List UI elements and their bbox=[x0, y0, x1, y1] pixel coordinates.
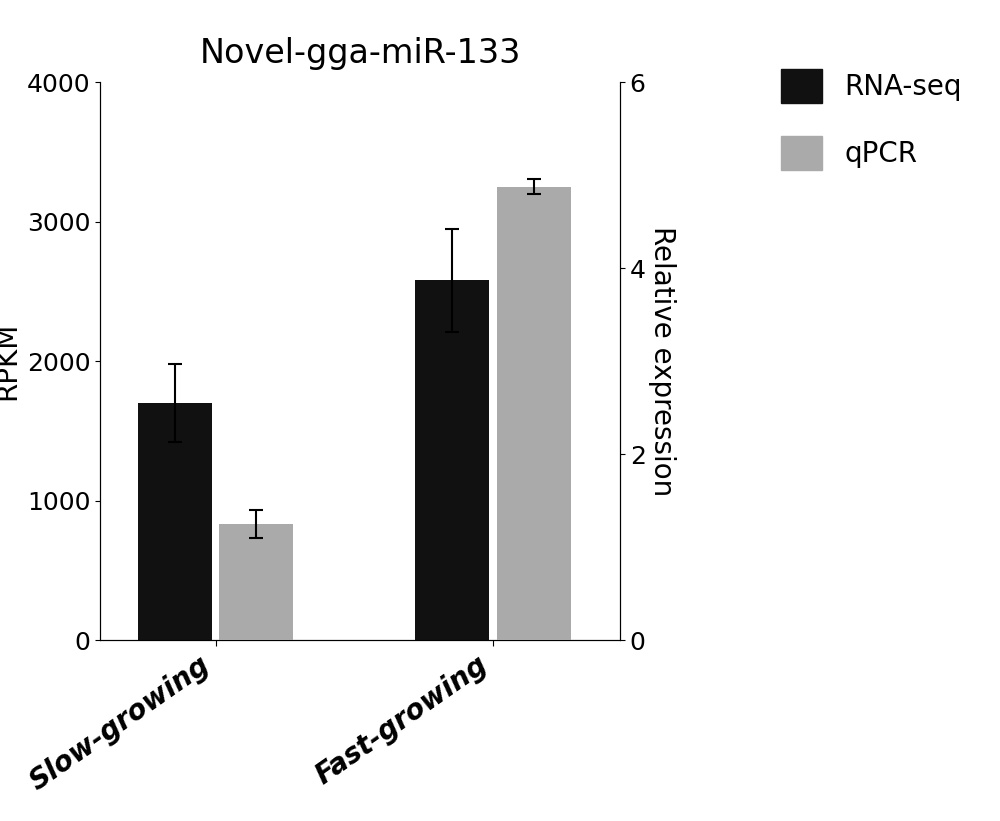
Bar bbox=[219, 524, 293, 640]
Y-axis label: RPKM: RPKM bbox=[0, 322, 21, 401]
Bar bbox=[415, 280, 489, 640]
Bar bbox=[138, 403, 212, 640]
Y-axis label: Relative expression: Relative expression bbox=[648, 226, 676, 497]
Title: Novel-gga-miR-133: Novel-gga-miR-133 bbox=[199, 37, 521, 70]
Legend: RNA-seq, qPCR: RNA-seq, qPCR bbox=[767, 55, 976, 184]
Bar bbox=[497, 186, 571, 640]
